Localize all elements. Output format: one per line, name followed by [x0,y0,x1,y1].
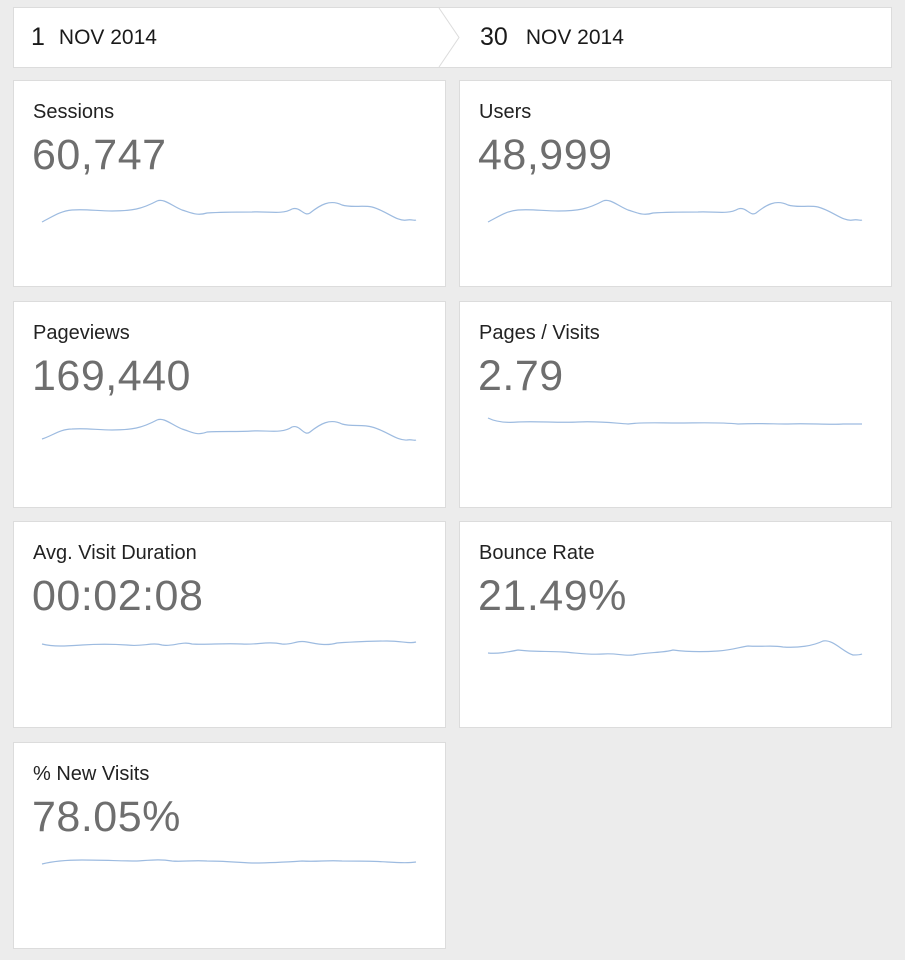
metric-label: Avg. Visit Duration [33,542,197,564]
metric-value: 78.05% [32,793,181,841]
metric-card-pageviews[interactable]: Pageviews 169,440 [14,302,445,507]
metric-value: 00:02:08 [32,572,204,620]
avg-visit-duration-sparkline [41,640,417,647]
metric-card-avg-visit-duration[interactable]: Avg. Visit Duration 00:02:08 [14,522,445,727]
metric-card-bounce-rate[interactable]: Bounce Rate 21.49% [460,522,891,727]
metric-label: Bounce Rate [479,542,595,564]
users-sparkline [487,199,863,223]
bounce-rate-sparkline [487,640,863,656]
metric-card-pages-per-visit[interactable]: Pages / Visits 2.79 [460,302,891,507]
pages-per-visit-sparkline [487,417,862,425]
metric-value: 60,747 [32,131,167,179]
start-day: 1 [31,23,45,51]
metric-card-sessions[interactable]: Sessions 60,747 [14,81,445,286]
date-range-end[interactable]: 30 NOV 2014 [480,8,880,67]
chevron-right-icon [438,8,460,67]
date-range-start[interactable]: 1 NOV 2014 [31,8,431,67]
sessions-sparkline [41,199,417,223]
start-month-year: NOV 2014 [58,25,157,49]
end-day: 30 [480,23,508,51]
end-month-year: NOV 2014 [525,25,624,49]
new-visits-sparkline [41,859,417,865]
metric-label: % New Visits [33,763,150,785]
metric-label: Pageviews [33,322,130,344]
metric-label: Pages / Visits [479,322,600,344]
metric-label: Users [479,101,532,123]
pageviews-sparkline [41,418,417,441]
metric-value: 48,999 [478,131,613,179]
metric-card-new-visits[interactable]: % New Visits 78.05% [14,743,445,948]
metric-value: 21.49% [478,572,627,620]
metric-label: Sessions [33,101,115,123]
metric-value: 169,440 [32,352,191,400]
date-range-bar: 1 NOV 2014 30 NOV 2014 [14,8,891,67]
metric-value: 2.79 [478,352,564,400]
metric-card-users[interactable]: Users 48,999 [460,81,891,286]
